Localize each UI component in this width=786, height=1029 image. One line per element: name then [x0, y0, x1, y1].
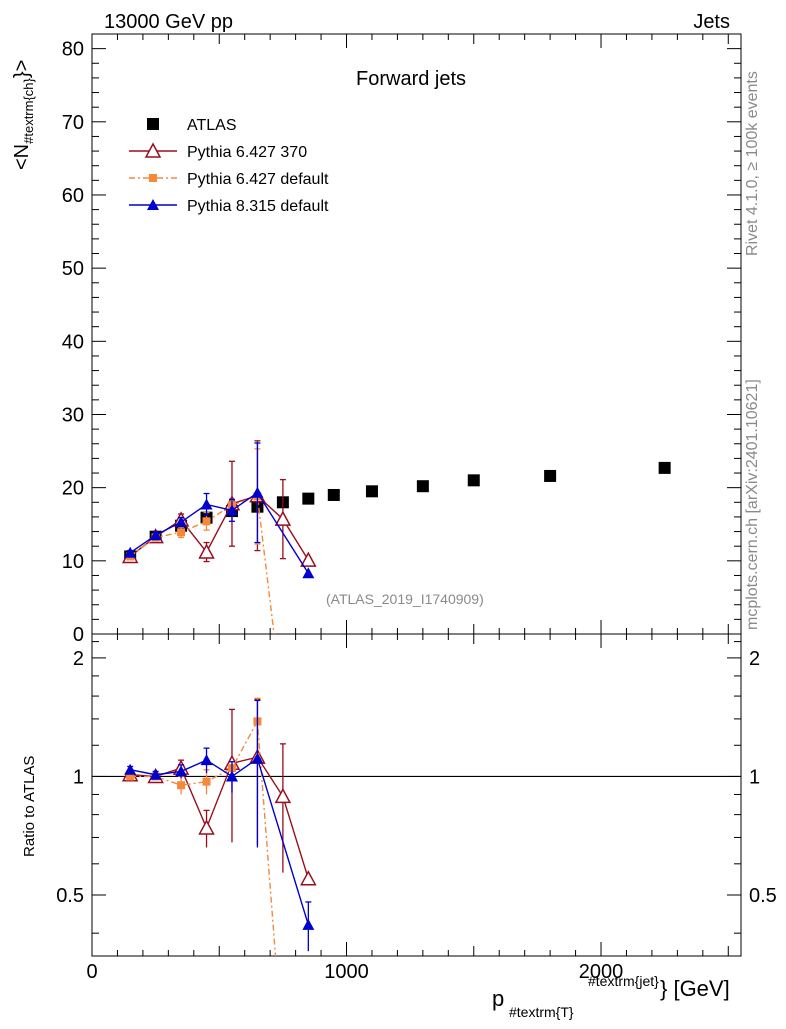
- data-point-atlas: [365, 485, 378, 498]
- main-series-group: [121, 440, 671, 634]
- legend-marker-atlas: [147, 118, 159, 130]
- data-point-pythia-8-315-default: [302, 567, 315, 579]
- y-label-sub: #textrm{ch}: [21, 78, 36, 144]
- legend-label-atlas: ATLAS: [187, 117, 237, 134]
- series-line-pythia-6-427-370: [129, 494, 309, 561]
- y-tick-label: 0: [73, 624, 84, 646]
- ratio-line-pythia-6-427-370: [130, 756, 310, 879]
- data-point-atlas: [327, 488, 340, 501]
- ratio-tick-label-right: 1: [749, 766, 760, 788]
- data-point-pythia-6-427-default: [202, 517, 211, 526]
- ratio-tick-label: 1: [73, 766, 84, 788]
- data-point-pythia-8-315-default: [200, 498, 213, 510]
- data-point-pythia-8-315-default: [124, 546, 137, 558]
- data-point-pythia-6-427-default: [177, 528, 186, 537]
- data-point-atlas: [302, 492, 315, 505]
- chart-title: Forward jets: [356, 68, 467, 90]
- data-point-pythia-8-315-default: [149, 529, 162, 541]
- ratio-point-pythia-8-315-default: [225, 770, 238, 782]
- ratio-point-pythia-6-427-370: [198, 819, 215, 835]
- data-point-atlas: [658, 461, 671, 474]
- y-tick-label: 30: [62, 404, 84, 426]
- ratio-frame: [91, 633, 742, 957]
- ratio-tick-label-right: 0.5: [749, 885, 777, 907]
- mcplots-side-text: mcplots.cern.ch [arXiv:2401.10621]: [744, 379, 761, 630]
- y-axis-label: <N#textrm{ch}}>: [11, 59, 36, 170]
- y-tick-label: 50: [62, 258, 84, 280]
- x-label-sup: #textrm{jet}: [588, 973, 659, 989]
- ratio-tick-label: 0.5: [56, 885, 84, 907]
- y-tick-label: 10: [62, 551, 84, 573]
- y-tick-label: 70: [62, 112, 84, 134]
- header-right: Jets: [693, 11, 730, 33]
- x-tick-label: 1000: [324, 961, 369, 983]
- legend-label-pythia-8-315-default: Pythia 8.315 default: [187, 198, 329, 215]
- ratio-point-pythia-8-315-default: [124, 763, 137, 775]
- x-label-base: p: [492, 986, 505, 1011]
- data-point-atlas: [467, 474, 480, 487]
- data-point-atlas: [416, 480, 429, 493]
- ratio-point-pythia-8-315-default: [149, 768, 162, 780]
- y-tick-label: 80: [62, 39, 84, 61]
- ratio-point-pythia-6-427-default: [177, 781, 186, 790]
- legend-marker-pythia-8-315-default: [147, 199, 159, 210]
- y-tick-label: 40: [62, 331, 84, 353]
- ratio-tick-label-right: 2: [749, 648, 760, 670]
- ratio-axis-label: Ratio to ATLAS: [21, 755, 38, 857]
- x-tick-label: 2000: [579, 961, 624, 983]
- ratio-point-pythia-6-427-370: [300, 870, 317, 886]
- x-tick-label: 0: [86, 961, 97, 983]
- ratio-point-pythia-8-315-default: [175, 765, 188, 777]
- data-point-pythia-6-427-370: [300, 551, 317, 567]
- y-label-close: }>: [11, 59, 33, 79]
- header-left: 13000 GeV pp: [104, 11, 233, 33]
- data-point-pythia-8-315-default: [225, 504, 238, 516]
- data-point-pythia-8-315-default: [251, 486, 264, 498]
- ratio-point-pythia-8-315-default: [251, 752, 264, 764]
- y-tick-label: 60: [62, 185, 84, 207]
- y-tick-label: 20: [62, 478, 84, 500]
- ratio-point-pythia-8-315-default: [302, 918, 315, 930]
- ratio-point-pythia-8-315-default: [200, 754, 213, 766]
- rivet-side-text: Rivet 4.1.0, ≥ 100k events: [744, 71, 761, 256]
- ratio-point-pythia-6-427-370: [274, 787, 292, 804]
- ratio-point-pythia-6-427-default: [126, 772, 135, 781]
- ratio-point-pythia-6-427-default: [202, 777, 211, 786]
- data-point-atlas: [544, 469, 557, 482]
- legend-marker-pythia-6-427-370: [144, 142, 162, 158]
- data-point-pythia-6-427-370: [198, 543, 215, 559]
- legend-marker-pythia-6-427-default: [149, 174, 157, 182]
- ratio-tick-label: 2: [73, 648, 84, 670]
- data-point-pythia-8-315-default: [175, 516, 188, 528]
- ratio-series-group: [121, 697, 317, 956]
- x-label-unit: } [GeV]: [660, 976, 730, 1001]
- legend-label-pythia-6-427-default: Pythia 6.427 default: [187, 171, 329, 188]
- x-label-sub: #textrm{T}: [509, 1004, 574, 1020]
- y-label-open: <N: [11, 143, 33, 170]
- ratio-line-pythia-8-315-default: [130, 757, 310, 926]
- legend-label-pythia-6-427-370: Pythia 6.427 370: [187, 144, 307, 161]
- data-point-pythia-6-427-370: [274, 510, 292, 526]
- watermark: (ATLAS_2019_I1740909): [326, 591, 484, 607]
